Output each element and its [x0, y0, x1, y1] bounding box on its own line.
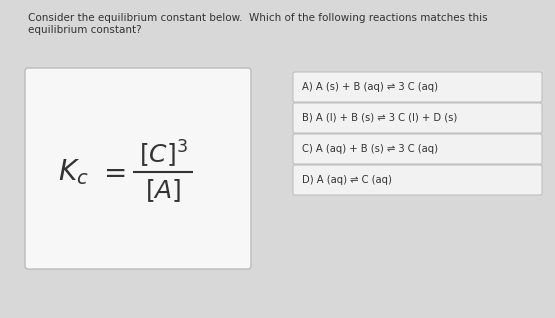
Text: A) A (s) + B (aq) ⇌ 3 C (aq): A) A (s) + B (aq) ⇌ 3 C (aq) — [302, 82, 438, 92]
Text: $=$: $=$ — [98, 158, 126, 186]
Text: $[A]$: $[A]$ — [145, 177, 181, 204]
Text: C) A (aq) + B (s) ⇌ 3 C (aq): C) A (aq) + B (s) ⇌ 3 C (aq) — [302, 144, 438, 154]
FancyBboxPatch shape — [293, 103, 542, 133]
Text: equilibrium constant?: equilibrium constant? — [28, 25, 142, 35]
Text: $[C]^3$: $[C]^3$ — [139, 139, 188, 170]
Text: B) A (l) + B (s) ⇌ 3 C (l) + D (s): B) A (l) + B (s) ⇌ 3 C (l) + D (s) — [302, 113, 457, 123]
Text: $K_c$: $K_c$ — [58, 157, 89, 187]
FancyBboxPatch shape — [293, 72, 542, 102]
Text: D) A (aq) ⇌ C (aq): D) A (aq) ⇌ C (aq) — [302, 175, 392, 185]
FancyBboxPatch shape — [25, 68, 251, 269]
FancyBboxPatch shape — [293, 134, 542, 164]
Text: Consider the equilibrium constant below.  Which of the following reactions match: Consider the equilibrium constant below.… — [28, 13, 488, 23]
FancyBboxPatch shape — [293, 165, 542, 195]
